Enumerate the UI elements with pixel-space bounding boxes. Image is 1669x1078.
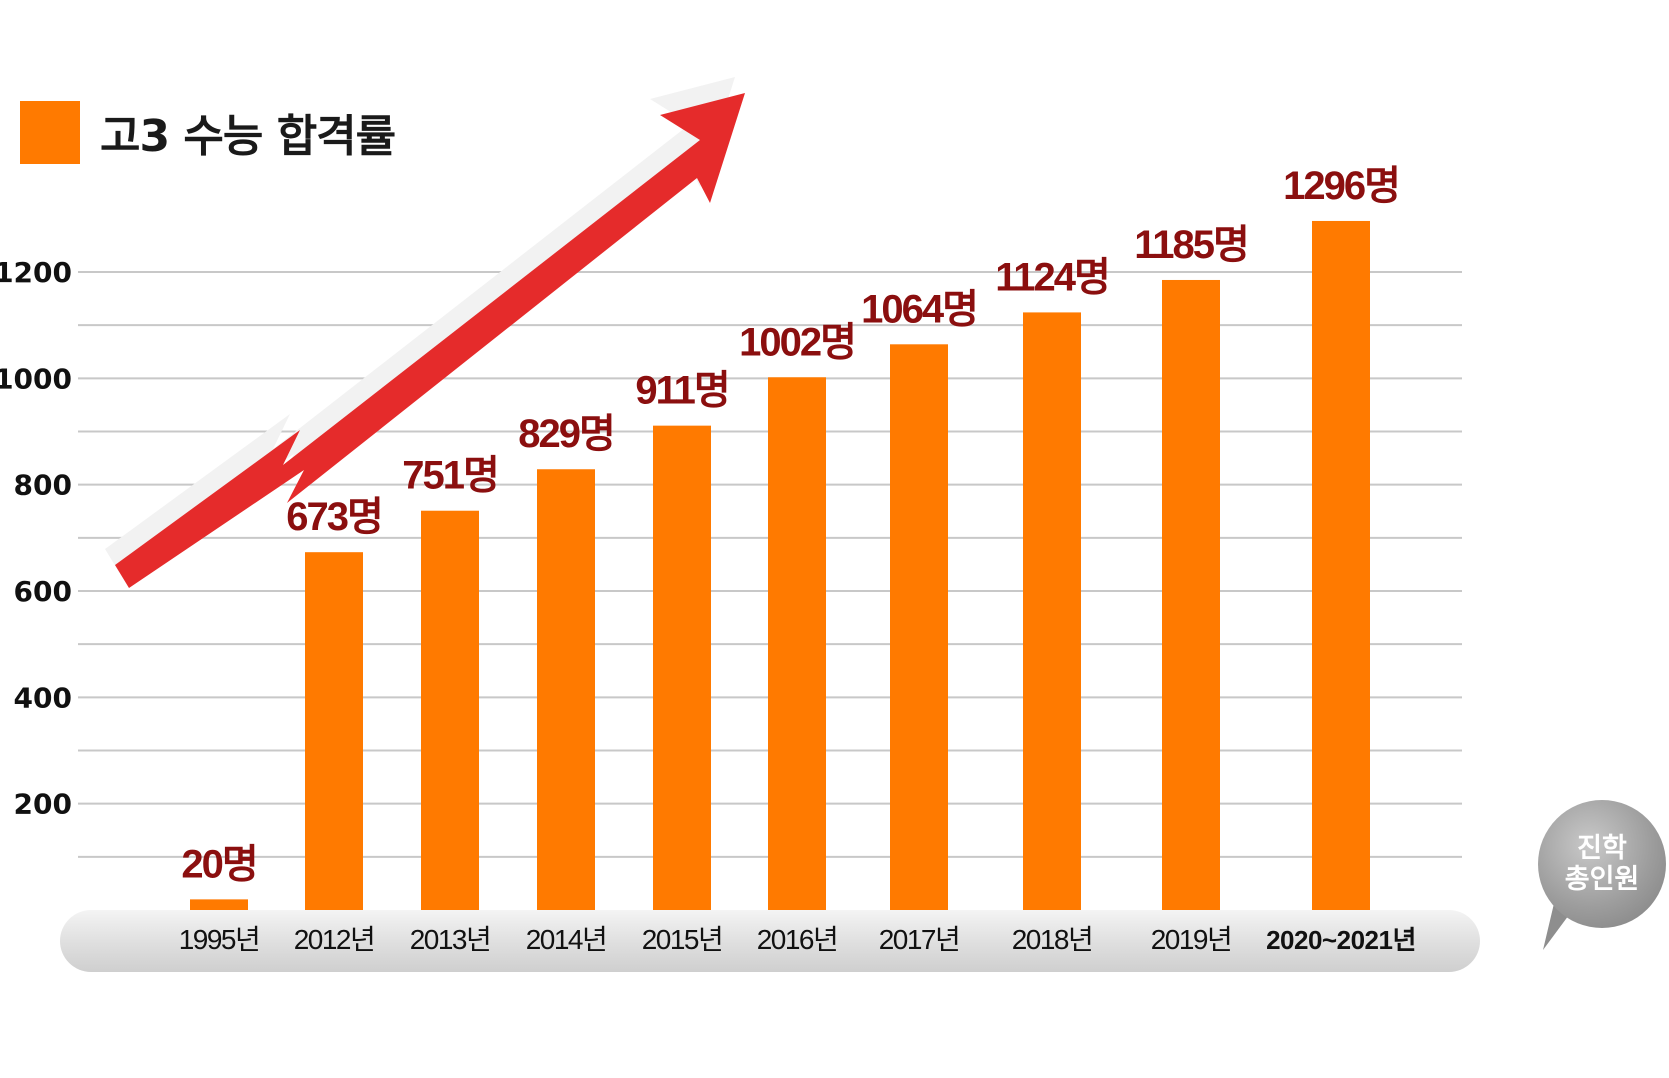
y-axis-ticks: 200 400 600 800 1000 1200 [0, 256, 72, 821]
value-label: 751명 [402, 454, 498, 498]
x-tick-label: 2017년 [879, 924, 960, 955]
x-tick-label: 2013년 [410, 924, 491, 955]
x-tick-label: 2018년 [1012, 924, 1093, 955]
trend-arrow-icon [105, 77, 745, 588]
bars [190, 220, 1370, 911]
y-tick-label: 1000 [0, 362, 72, 395]
value-label: 1002명 [739, 320, 855, 364]
y-tick-label: 200 [14, 788, 72, 821]
legend-swatch [20, 100, 80, 164]
y-tick-label: 800 [14, 469, 72, 502]
legend: 고3 수능 합격률 [20, 100, 396, 164]
y-tick-label: 1200 [0, 256, 72, 289]
value-label: 1124명 [995, 255, 1109, 299]
legend-label: 고3 수능 합격률 [100, 111, 396, 162]
x-tick-label: 2014년 [526, 924, 607, 955]
value-label: 829명 [518, 412, 614, 456]
x-tick-label: 2019년 [1151, 924, 1232, 955]
bar [1162, 279, 1220, 911]
bar [890, 344, 948, 911]
bar [537, 469, 595, 910]
total-enrollment-badge: 진학 총인원 [1538, 800, 1666, 928]
y-tick-label: 400 [14, 681, 72, 714]
x-axis-ticks: 1995년 2012년 2013년 2014년 2015년 2016년 2017년 2018년… [179, 924, 1417, 955]
bar [768, 377, 826, 910]
bar [653, 425, 711, 910]
bar [1023, 312, 1081, 910]
bar [1312, 220, 1370, 910]
x-tick-label: 2015년 [642, 924, 723, 955]
value-label: 1064명 [861, 287, 977, 331]
bar [421, 510, 479, 910]
badge-label: 진학 총인원 [1564, 832, 1640, 895]
value-label: 1185명 [1134, 223, 1248, 267]
value-label: 1296명 [1283, 164, 1399, 208]
x-tick-label: 2012년 [294, 924, 375, 955]
value-label: 673명 [286, 495, 382, 539]
x-axis-band [60, 910, 1480, 972]
value-label: 911명 [635, 369, 728, 413]
x-tick-label: 2020~2021년 [1266, 925, 1416, 955]
x-tick-label: 2016년 [757, 924, 838, 955]
x-tick-label: 1995년 [179, 924, 260, 955]
bar [305, 552, 363, 910]
value-label: 20명 [181, 842, 256, 886]
y-tick-label: 600 [14, 575, 72, 608]
bar [190, 899, 248, 910]
